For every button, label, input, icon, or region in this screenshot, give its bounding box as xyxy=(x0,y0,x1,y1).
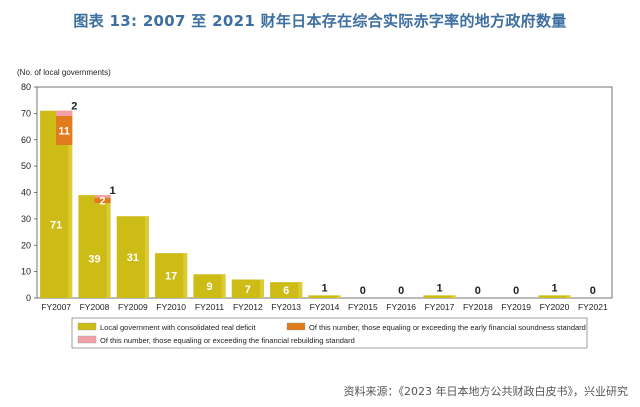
y-tick-label: 10 xyxy=(21,267,31,277)
data-label-deficit: 71 xyxy=(50,219,62,231)
bar-shade xyxy=(106,195,111,298)
bar-deficit xyxy=(155,253,188,298)
legend-swatch xyxy=(77,322,97,331)
y-tick-label: 0 xyxy=(26,293,31,303)
data-label-rebuilding: 2 xyxy=(71,101,77,113)
bar-deficit xyxy=(308,295,341,298)
bar-shade xyxy=(298,282,303,298)
data-label-deficit: 39 xyxy=(88,254,100,266)
legend-swatch xyxy=(286,322,306,331)
data-label-deficit: 1 xyxy=(436,282,442,294)
bar-early xyxy=(94,197,111,204)
data-label-deficit: 17 xyxy=(165,271,177,283)
data-label-early: 11 xyxy=(58,126,70,138)
bar-shade xyxy=(68,110,73,298)
x-tick-label: FY2017 xyxy=(425,302,455,312)
y-tick-label: 80 xyxy=(21,82,31,92)
data-label-deficit: 1 xyxy=(321,282,327,294)
legend-box xyxy=(71,317,588,349)
y-tick-label: 60 xyxy=(21,135,31,145)
x-tick-label: FY2013 xyxy=(271,302,301,312)
x-tick-label: FY2007 xyxy=(41,302,71,312)
data-label-early: 2 xyxy=(99,195,105,207)
source-note: 资料来源：《2023 年日本地方公共财政白皮书》，兴业研究 xyxy=(343,385,629,398)
x-tick-label: FY2020 xyxy=(540,302,570,312)
data-label-deficit: 31 xyxy=(127,252,139,264)
y-tick-label: 40 xyxy=(21,188,31,198)
data-label-deficit: 6 xyxy=(283,285,289,297)
x-tick-label: FY2021 xyxy=(578,302,608,312)
data-label-deficit: 0 xyxy=(590,285,596,297)
bar-deficit xyxy=(270,282,303,298)
bar-shade xyxy=(221,274,226,298)
bar-deficit xyxy=(78,195,111,298)
x-tick-label: FY2014 xyxy=(310,302,340,312)
y-tick-label: 50 xyxy=(21,161,31,171)
bar-deficit xyxy=(423,295,456,298)
bar-shade xyxy=(336,295,341,298)
legend-swatch xyxy=(77,335,97,344)
bar-shade xyxy=(566,295,571,298)
x-tick-label: FY2011 xyxy=(195,302,224,312)
legend-label: Of this number, those equaling or exceed… xyxy=(100,336,355,345)
bar-rebuilding xyxy=(94,195,111,198)
bar-deficit xyxy=(116,216,149,298)
y-tick-label: 70 xyxy=(21,108,31,118)
bar-early xyxy=(56,116,73,146)
data-label-deficit: 0 xyxy=(398,285,404,297)
x-tick-label: FY2016 xyxy=(386,302,416,312)
x-tick-label: FY2010 xyxy=(156,302,186,312)
bar-deficit xyxy=(231,279,264,298)
data-label-deficit: 0 xyxy=(360,285,366,297)
bar-deficit xyxy=(193,274,226,298)
data-label-deficit: 1 xyxy=(551,282,557,294)
x-tick-label: FY2019 xyxy=(501,302,531,312)
data-label-deficit: 0 xyxy=(475,285,481,297)
data-label-rebuilding: 1 xyxy=(110,185,116,197)
bar-deficit xyxy=(538,295,571,298)
bar-shade xyxy=(259,279,264,298)
legend-label: Local government with consolidated real … xyxy=(100,323,256,332)
y-tick-label: 20 xyxy=(21,240,31,250)
y-axis-label: (No. of local governments) xyxy=(17,68,111,77)
x-tick-label: FY2015 xyxy=(348,302,378,312)
legend-label: Of this number, those equaling or exceed… xyxy=(309,323,586,332)
chart-title: 图表 13: 2007 至 2021 财年日本存在综合实际赤字率的地方政府数量 xyxy=(73,12,567,30)
data-label-deficit: 0 xyxy=(513,285,519,297)
x-tick-label: FY2009 xyxy=(118,302,148,312)
x-tick-label: FY2018 xyxy=(463,302,493,312)
bar-shade xyxy=(451,295,456,298)
x-tick-label: FY2008 xyxy=(80,302,110,312)
data-label-deficit: 7 xyxy=(245,284,251,296)
bar-rebuilding xyxy=(56,110,73,117)
x-tick-label: FY2012 xyxy=(233,302,263,312)
y-tick-label: 30 xyxy=(21,214,31,224)
data-label-deficit: 9 xyxy=(206,281,212,293)
bar-shade xyxy=(183,253,188,298)
bar-shade xyxy=(144,216,149,298)
